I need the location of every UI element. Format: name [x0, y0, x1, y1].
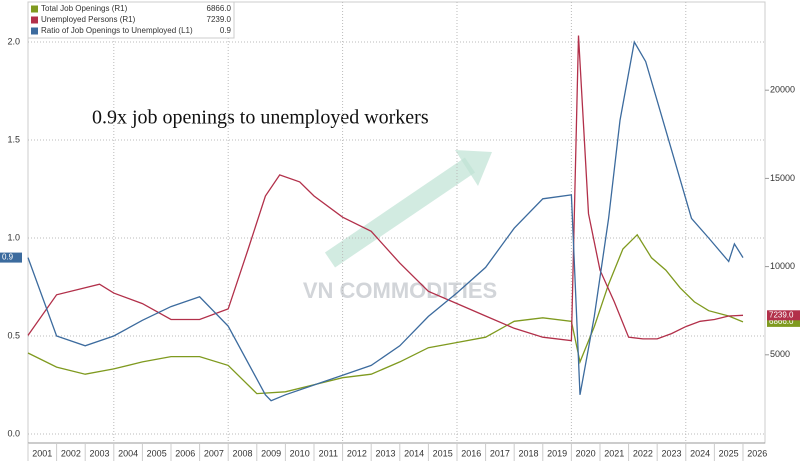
x-tick-label: 2024 — [690, 448, 710, 458]
last-value-tag — [0, 252, 22, 263]
x-tick-label: 2017 — [490, 448, 510, 458]
y-tick-label: 1.0 — [7, 232, 20, 242]
x-tick-label: 2001 — [32, 448, 52, 458]
x-tick-label: 2026 — [747, 448, 767, 458]
last-value-tag — [767, 316, 800, 327]
x-tick-label: 2016 — [461, 448, 481, 458]
x-tick-label: 2012 — [347, 448, 367, 458]
legend-box — [27, 1, 235, 39]
y2-tick-label: 20000 — [770, 85, 795, 95]
x-tick-label: 2010 — [290, 448, 310, 458]
last-value-label: 7239.0 — [769, 310, 794, 319]
x-tick-label: 2015 — [433, 448, 453, 458]
x-tick-label: 2021 — [604, 448, 624, 458]
x-tick-label: 2022 — [633, 448, 653, 458]
series-line — [27, 35, 744, 342]
x-tick-label: 2006 — [175, 448, 195, 458]
legend-value: 0.9 — [220, 26, 232, 35]
y-tick-label: 0.5 — [7, 330, 20, 340]
y-tick-label: 0.0 — [7, 428, 20, 438]
x-tick-label: 2002 — [61, 448, 81, 458]
y2-tick-label: 15000 — [770, 173, 795, 183]
series-line — [27, 233, 744, 395]
x-tick-label: 2003 — [89, 448, 109, 458]
legend-swatch — [31, 27, 38, 35]
watermark-arrowhead — [455, 150, 492, 186]
legend-label: Ratio of Job Openings to Unemployed (L1) — [41, 26, 193, 35]
legend-value: 7239.0 — [207, 15, 232, 24]
annotation: 0.9x job openings to unemployed workers — [92, 107, 429, 129]
legend-swatch — [31, 5, 38, 13]
x-tick-label: 2020 — [576, 448, 596, 458]
watermark-arrow — [324, 157, 476, 268]
x-tick-label: 2018 — [518, 448, 538, 458]
x-tick-label: 2023 — [661, 448, 681, 458]
x-tick-label: 2005 — [147, 448, 167, 458]
y-tick-label: 1.5 — [7, 134, 20, 144]
y-tick-label: 2.0 — [7, 36, 20, 46]
y2-tick-label: 10000 — [770, 261, 795, 271]
x-tick-label: 2014 — [404, 448, 424, 458]
x-tick-label: 2011 — [319, 448, 338, 458]
last-value-tag — [767, 310, 800, 321]
x-tick-label: 2004 — [118, 448, 138, 458]
x-tick-label: 2008 — [232, 448, 252, 458]
legend-swatch — [31, 16, 38, 24]
y2-tick-label: 5000 — [770, 349, 790, 359]
legend-label: Total Job Openings (R1) — [41, 4, 128, 13]
last-value-label: 6866.0 — [769, 317, 794, 326]
x-tick-label: 2013 — [375, 448, 395, 458]
x-tick-label: 2009 — [261, 448, 281, 458]
legend-label: Unemployed Persons (R1) — [41, 15, 136, 24]
x-tick-label: 2019 — [547, 448, 567, 458]
legend-value: 6866.0 — [207, 4, 232, 13]
x-tick-label: 2007 — [204, 448, 224, 458]
watermark: VN COMMODITIES — [303, 278, 497, 303]
last-value-label: 0.9 — [2, 253, 14, 262]
series-line — [27, 40, 744, 402]
x-tick-label: 2025 — [719, 448, 739, 458]
